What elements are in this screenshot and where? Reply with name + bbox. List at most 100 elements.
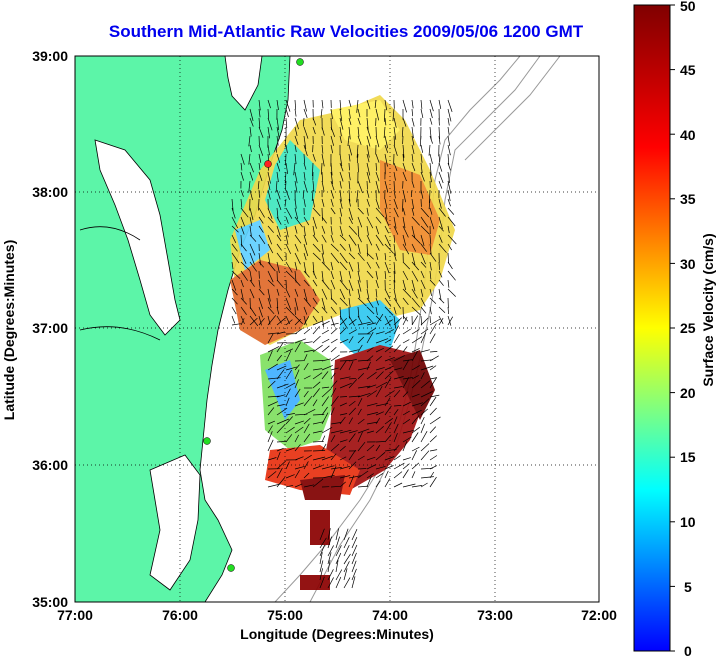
- velocity-arrow: [348, 162, 350, 171]
- velocity-arrow: [330, 338, 338, 344]
- velocity-arrow: [429, 126, 432, 140]
- velocity-arrow: [357, 126, 360, 137]
- velocity-arrow: [339, 338, 349, 344]
- velocity-arrow: [285, 243, 292, 255]
- velocity-arrow: [267, 483, 281, 488]
- velocity-arrow: [312, 465, 323, 470]
- velocity-arrow: [240, 216, 246, 227]
- velocity-arrow: [411, 288, 418, 299]
- velocity-arrow: [303, 198, 306, 207]
- velocity-arrow: [420, 372, 425, 380]
- velocity-arrow: [384, 135, 389, 149]
- velocity-arrow: [420, 297, 426, 307]
- velocity-arrow: [348, 243, 352, 252]
- velocity-arrow: [447, 162, 451, 171]
- velocity-arrow: [327, 552, 332, 565]
- velocity-arrow: [312, 216, 317, 229]
- velocity-arrow: [257, 180, 260, 190]
- velocity-arrow: [258, 306, 263, 318]
- velocity-arrow: [429, 396, 437, 407]
- velocity-arrow: [312, 430, 323, 434]
- velocity-arrow: [393, 423, 399, 434]
- velocity-arrow: [438, 317, 444, 326]
- velocity-arrow: [267, 144, 270, 156]
- velocity-arrow: [447, 198, 451, 207]
- velocity-arrow: [294, 135, 299, 145]
- velocity-arrow: [319, 576, 325, 589]
- velocity-arrow: [321, 162, 323, 175]
- velocity-arrow: [429, 216, 435, 230]
- velocity-arrow: [357, 367, 370, 371]
- velocity-arrow: [429, 279, 436, 286]
- velocity-arrow: [411, 135, 415, 146]
- velocity-arrow: [312, 243, 321, 253]
- velocity-arrow: [429, 243, 432, 255]
- velocity-arrow: [267, 108, 270, 119]
- velocity-arrow: [419, 135, 422, 147]
- velocity-arrow: [321, 216, 327, 224]
- velocity-arrow: [393, 471, 403, 479]
- velocity-arrow: [402, 457, 411, 461]
- velocity-arrow: [375, 441, 385, 443]
- velocity-arrow: [383, 126, 386, 139]
- grid: [75, 56, 599, 602]
- velocity-arrow: [402, 261, 411, 270]
- station-marker[interactable]: [264, 160, 272, 168]
- velocity-arrow: [392, 108, 395, 122]
- velocity-arrow: [420, 171, 425, 182]
- velocity-arrow: [447, 316, 454, 326]
- station-marker[interactable]: [203, 437, 211, 445]
- velocity-arrow: [402, 288, 412, 298]
- velocity-arrow: [348, 126, 351, 140]
- velocity-arrow: [330, 189, 335, 199]
- velocity-arrow: [276, 467, 283, 479]
- velocity-arrow: [429, 234, 432, 245]
- x-tick-label: 73:00: [477, 607, 513, 623]
- velocity-arrow: [357, 297, 367, 307]
- velocity-arrow: [438, 288, 442, 301]
- velocity-arrow: [276, 317, 286, 326]
- plot-frame: [74, 55, 600, 603]
- velocity-arrow: [384, 422, 392, 434]
- station-marker[interactable]: [227, 564, 235, 572]
- velocity-arrow: [351, 560, 357, 573]
- colorbar: 50 45 40 35 30 25 20 15 10 5 0 Surface V…: [633, 0, 716, 659]
- velocity-arrow: [303, 472, 310, 479]
- velocity-arrow: [303, 234, 308, 245]
- velocity-arrow: [321, 455, 333, 461]
- velocity-arrow: [366, 171, 371, 184]
- velocity-arrow: [249, 306, 257, 317]
- velocity-arrow: [402, 243, 410, 255]
- velocity-arrow: [402, 162, 407, 172]
- velocity-arrow: [429, 476, 437, 488]
- station-marker[interactable]: [296, 58, 304, 66]
- velocity-arrow: [366, 475, 372, 488]
- velocity-arrow: [375, 135, 380, 148]
- velocity-arrow: [294, 243, 299, 252]
- velocity-arrow: [348, 225, 358, 235]
- velocity-arrow: [294, 434, 300, 443]
- velocity-arrow: [276, 383, 289, 389]
- velocity-arrow: [321, 207, 323, 221]
- velocity-arrow: [375, 180, 380, 194]
- velocity-arrow: [240, 207, 249, 218]
- velocity-arrow: [384, 252, 387, 261]
- velocity-arrow: [294, 338, 307, 344]
- velocity-arrow: [276, 207, 279, 220]
- velocity-arrow: [267, 216, 274, 224]
- velocity-arrow: [384, 234, 391, 247]
- velocity-arrow: [366, 402, 378, 407]
- velocity-arrow: [447, 279, 450, 288]
- velocity-arrow: [303, 433, 311, 443]
- velocity-arrow: [366, 252, 374, 260]
- velocity-arrow: [327, 528, 331, 541]
- velocity-arrow: [258, 144, 264, 156]
- velocity-arrow: [321, 252, 325, 264]
- velocity-arrow: [339, 376, 351, 380]
- velocity-arrow: [348, 270, 352, 279]
- velocity-arrow: [402, 225, 409, 238]
- velocity-arrow: [339, 288, 346, 300]
- velocity-arrow: [357, 408, 362, 416]
- velocity-arrow: [411, 207, 415, 216]
- velocity-arrow: [410, 189, 413, 198]
